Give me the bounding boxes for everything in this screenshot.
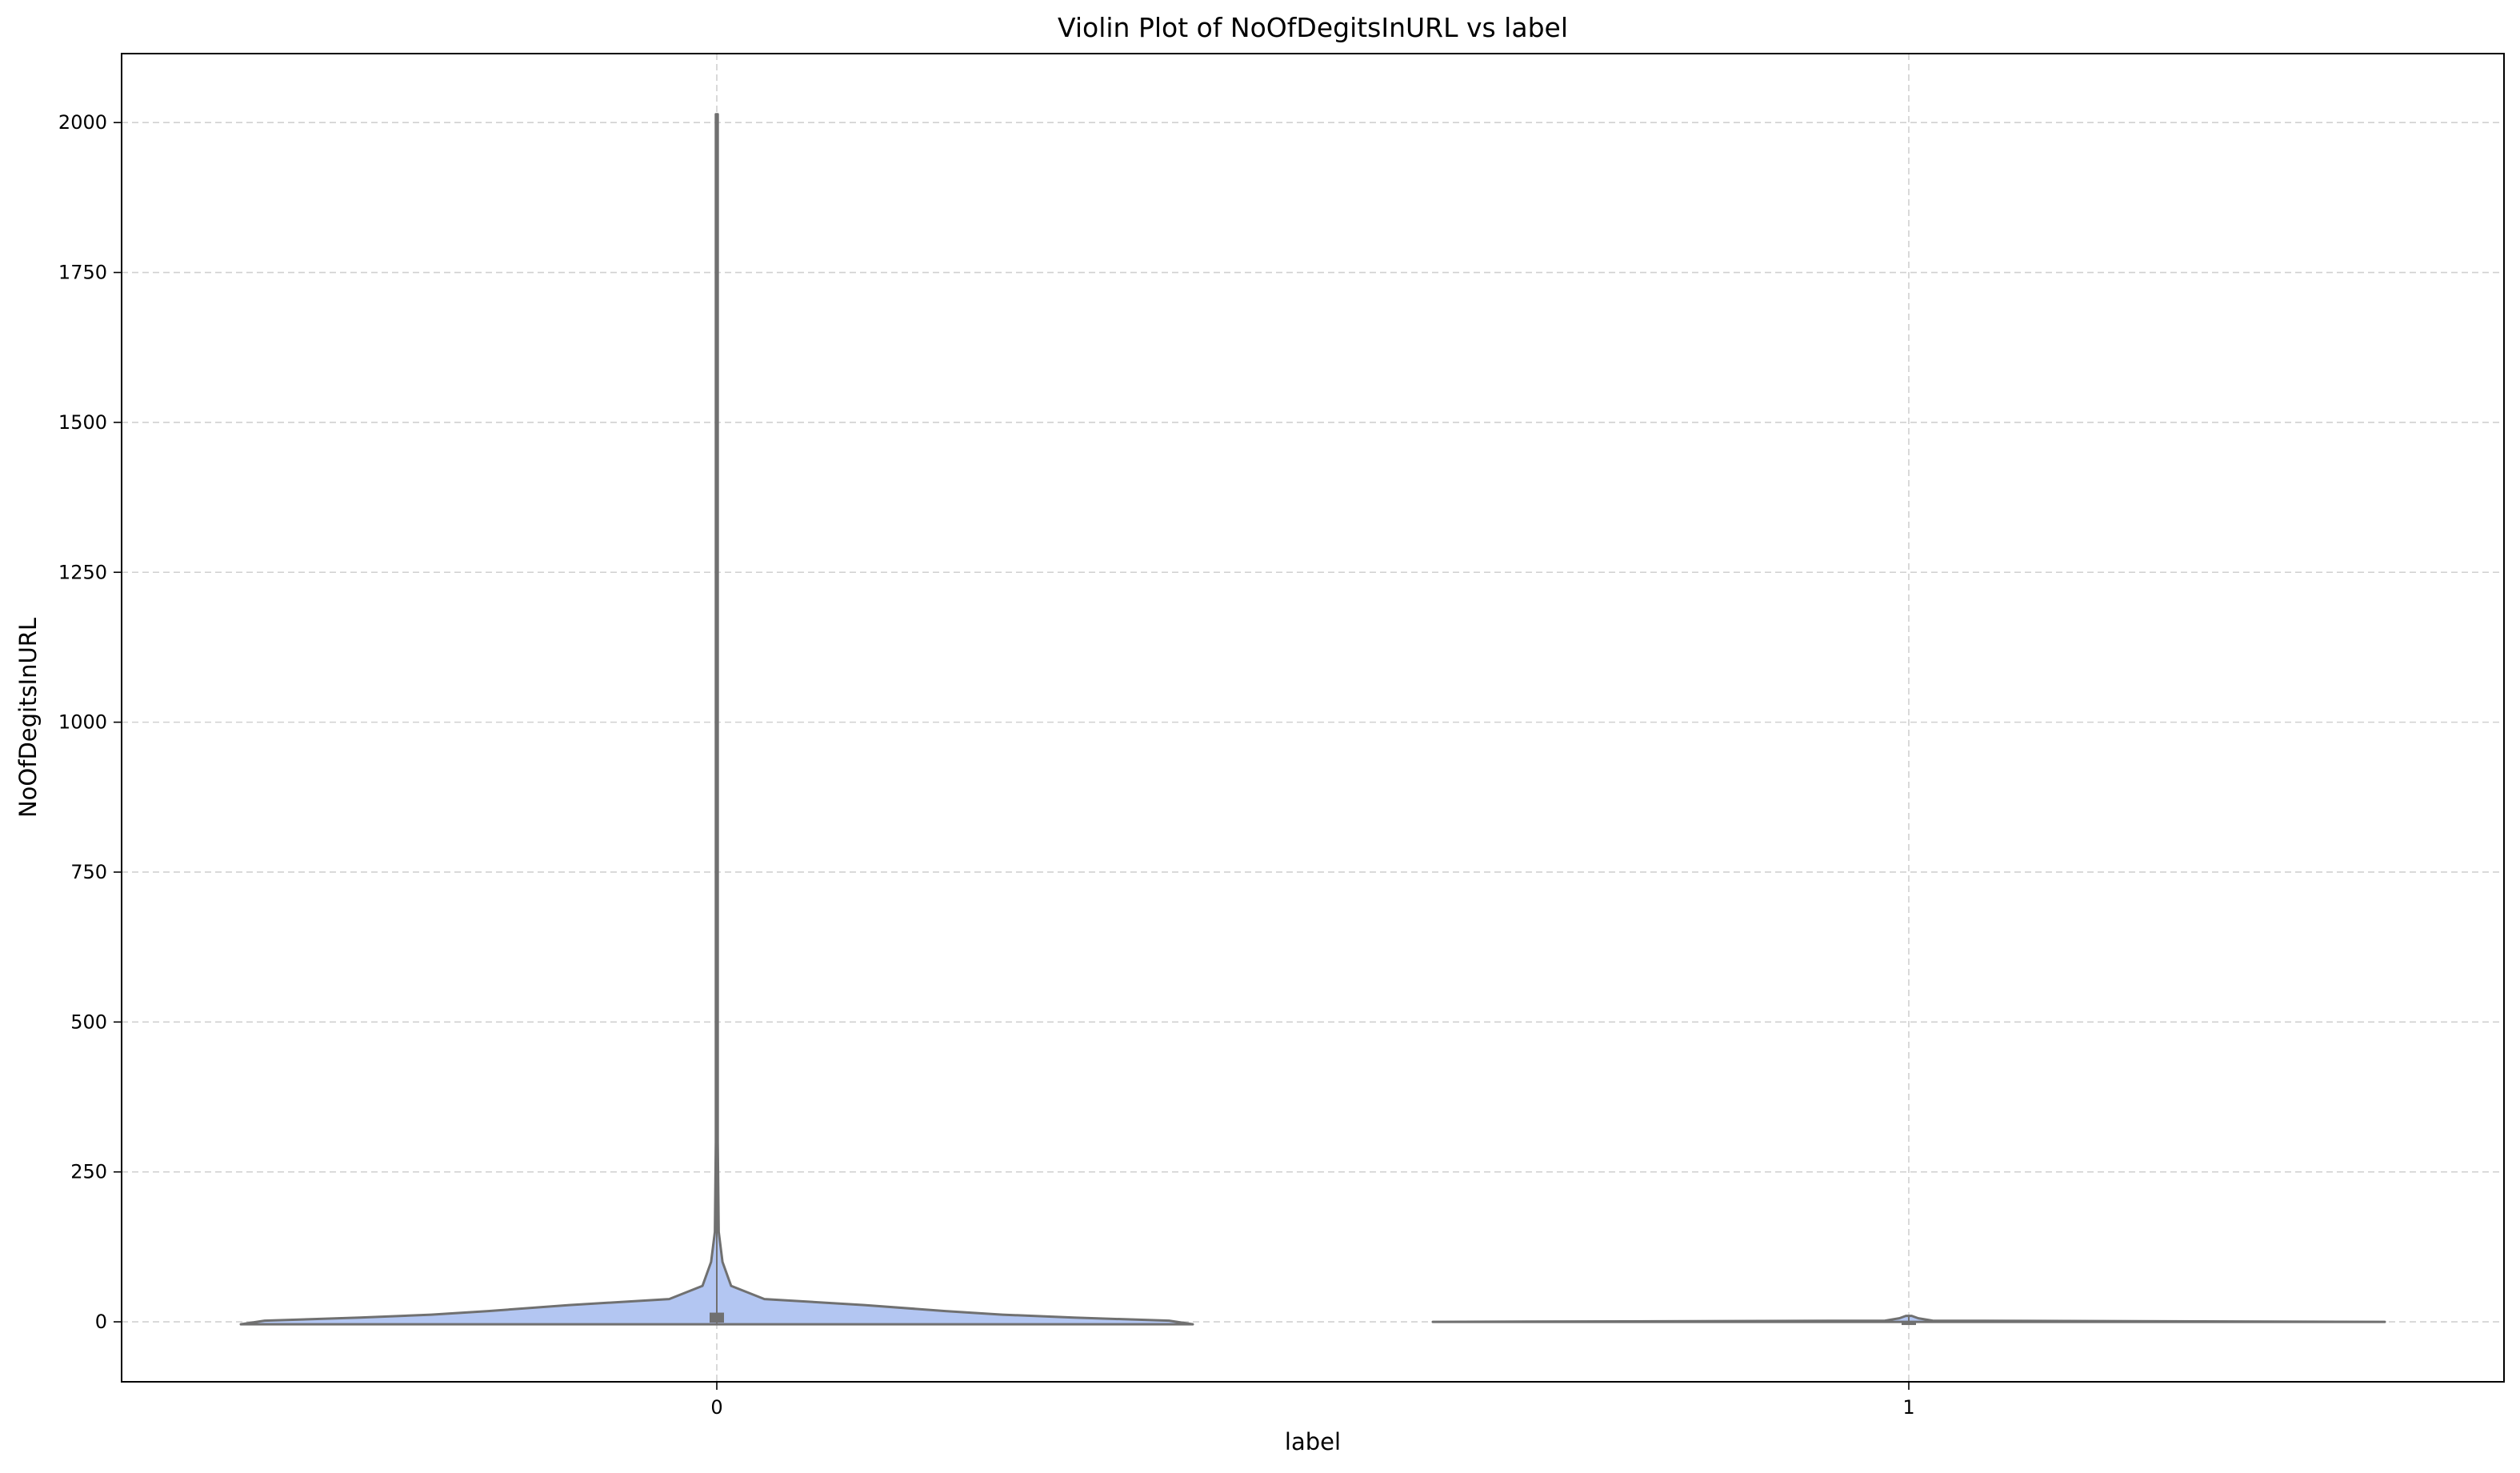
grid-lines bbox=[122, 54, 2504, 1382]
axis-ticks: 0 250 500 750 1000 1250 1500 1750 2000 0 1 bbox=[58, 111, 1915, 1419]
y-axis-label: NoOfDegitsInURL bbox=[14, 618, 42, 818]
y-tick-label: 750 bbox=[70, 861, 107, 883]
y-tick-label: 1000 bbox=[58, 711, 107, 734]
y-tick-label: 500 bbox=[70, 1011, 107, 1033]
violin-box-0 bbox=[710, 1312, 724, 1323]
y-tick-label: 250 bbox=[70, 1161, 107, 1183]
x-tick-label: 1 bbox=[1902, 1396, 1914, 1419]
violin-box-1 bbox=[1902, 1321, 1916, 1326]
plot-frame bbox=[121, 53, 2505, 1383]
chart-title: Violin Plot of NoOfDegitsInURL vs label bbox=[1058, 12, 1568, 43]
x-tick-label: 0 bbox=[710, 1396, 722, 1419]
y-tick-label: 1250 bbox=[58, 561, 107, 583]
violins bbox=[239, 113, 2386, 1326]
y-tick-label: 0 bbox=[95, 1311, 107, 1333]
y-tick-label: 1500 bbox=[58, 411, 107, 434]
y-tick-label: 1750 bbox=[58, 262, 107, 284]
x-axis-label: label bbox=[1285, 1428, 1341, 1455]
y-tick-label: 2000 bbox=[58, 111, 107, 134]
